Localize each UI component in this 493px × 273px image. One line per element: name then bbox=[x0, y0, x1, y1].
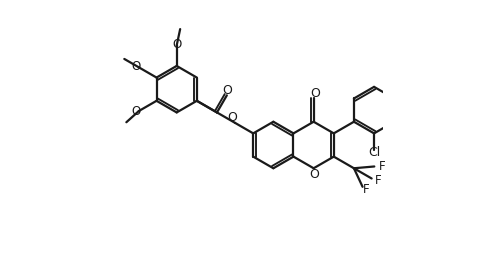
Text: F: F bbox=[375, 174, 382, 187]
Text: O: O bbox=[131, 60, 141, 73]
Text: O: O bbox=[131, 105, 141, 118]
Text: F: F bbox=[379, 160, 385, 173]
Text: O: O bbox=[172, 38, 181, 51]
Text: O: O bbox=[310, 168, 319, 181]
Text: O: O bbox=[228, 111, 238, 124]
Text: O: O bbox=[310, 87, 320, 100]
Text: Cl: Cl bbox=[368, 146, 380, 159]
Text: F: F bbox=[362, 183, 369, 196]
Text: O: O bbox=[222, 84, 232, 97]
